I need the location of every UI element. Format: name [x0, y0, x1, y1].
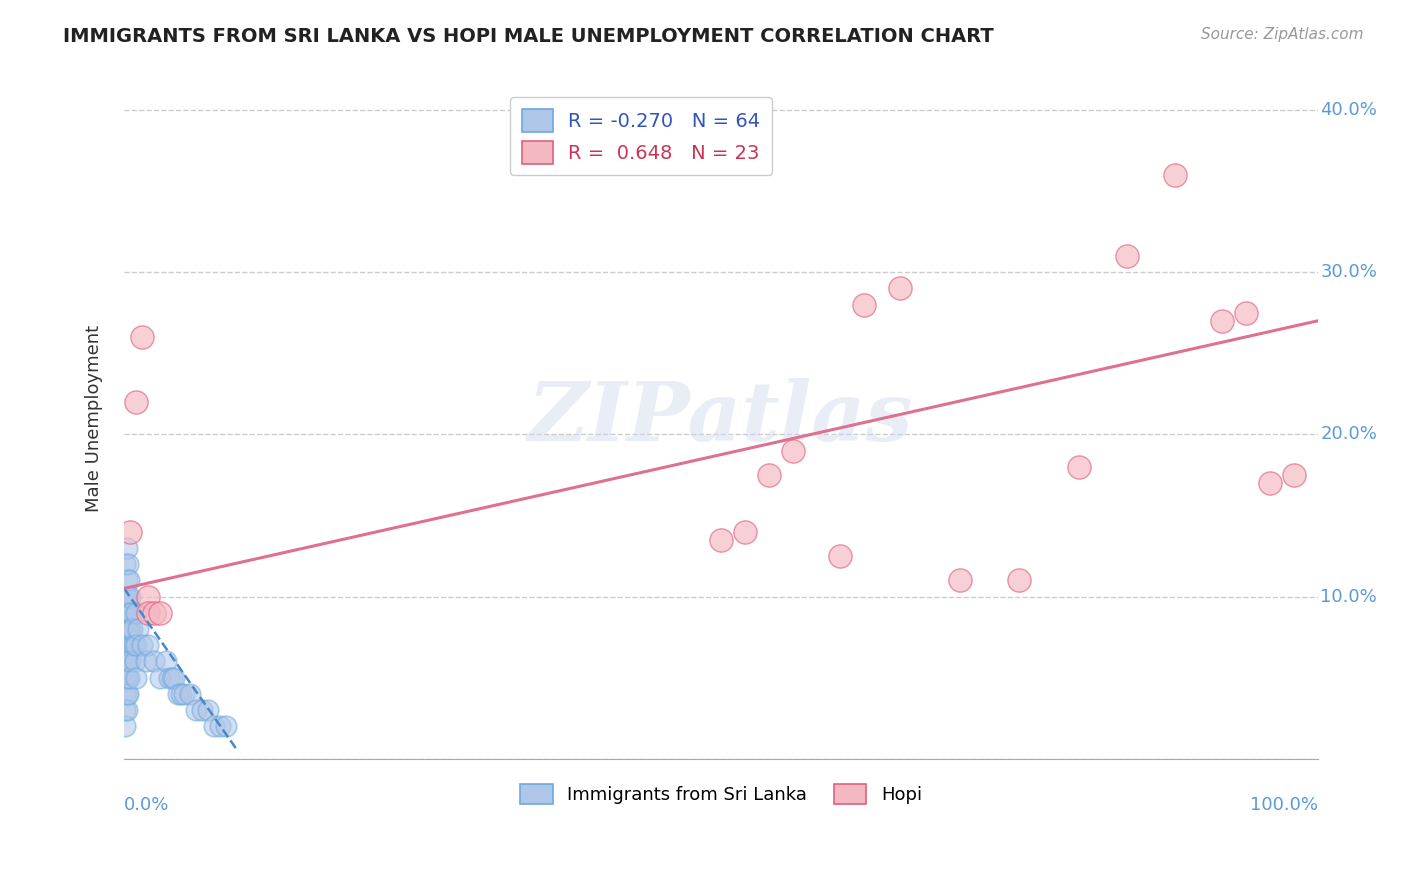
Point — [949, 574, 972, 588]
Point — [1163, 168, 1185, 182]
Point — [125, 606, 148, 620]
Point — [127, 622, 149, 636]
Point — [1115, 249, 1137, 263]
Point — [782, 443, 804, 458]
Y-axis label: Male Unemployment: Male Unemployment — [86, 325, 103, 512]
Point — [120, 524, 142, 539]
Point — [118, 606, 141, 620]
Point — [131, 638, 153, 652]
Point — [173, 687, 195, 701]
Point — [135, 655, 157, 669]
Text: 20.0%: 20.0% — [1320, 425, 1376, 443]
Point — [114, 703, 136, 717]
Legend: Immigrants from Sri Lanka, Hopi: Immigrants from Sri Lanka, Hopi — [513, 777, 929, 811]
Point — [117, 671, 139, 685]
Point — [143, 655, 166, 669]
Point — [208, 719, 231, 733]
Point — [136, 606, 159, 620]
Point — [117, 655, 139, 669]
Point — [121, 622, 143, 636]
Point — [710, 533, 733, 547]
Point — [114, 557, 136, 571]
Point — [830, 549, 852, 563]
Text: 0.0%: 0.0% — [124, 797, 170, 814]
Point — [125, 395, 148, 409]
Point — [118, 638, 141, 652]
Text: ZIPatlas: ZIPatlas — [529, 378, 914, 458]
Point — [120, 622, 142, 636]
Point — [1008, 574, 1031, 588]
Point — [114, 622, 136, 636]
Point — [115, 671, 138, 685]
Text: 30.0%: 30.0% — [1320, 263, 1376, 281]
Point — [115, 638, 138, 652]
Point — [1234, 306, 1257, 320]
Point — [114, 719, 136, 733]
Point — [149, 606, 172, 620]
Point — [160, 671, 183, 685]
Point — [163, 671, 186, 685]
Point — [114, 687, 136, 701]
Point — [197, 703, 219, 717]
Point — [136, 638, 159, 652]
Point — [149, 671, 172, 685]
Point — [120, 655, 142, 669]
Point — [853, 297, 876, 311]
Point — [179, 687, 201, 701]
Text: 10.0%: 10.0% — [1320, 588, 1376, 606]
Point — [117, 687, 139, 701]
Point — [114, 671, 136, 685]
Point — [114, 606, 136, 620]
Point — [120, 606, 142, 620]
Point — [117, 590, 139, 604]
Point — [117, 557, 139, 571]
Point — [202, 719, 225, 733]
Point — [1258, 475, 1281, 490]
Point — [115, 655, 138, 669]
Point — [170, 687, 193, 701]
Point — [143, 606, 166, 620]
Point — [214, 719, 236, 733]
Text: IMMIGRANTS FROM SRI LANKA VS HOPI MALE UNEMPLOYMENT CORRELATION CHART: IMMIGRANTS FROM SRI LANKA VS HOPI MALE U… — [63, 27, 994, 45]
Text: Source: ZipAtlas.com: Source: ZipAtlas.com — [1201, 27, 1364, 42]
Point — [117, 622, 139, 636]
Point — [190, 703, 212, 717]
Point — [115, 590, 138, 604]
Point — [159, 671, 181, 685]
Point — [124, 655, 146, 669]
Point — [115, 574, 138, 588]
Point — [122, 638, 145, 652]
Point — [734, 524, 756, 539]
Point — [889, 281, 911, 295]
Point — [184, 703, 207, 717]
Text: 100.0%: 100.0% — [1250, 797, 1317, 814]
Point — [114, 638, 136, 652]
Point — [115, 703, 138, 717]
Point — [114, 590, 136, 604]
Point — [115, 606, 138, 620]
Point — [155, 655, 177, 669]
Point — [120, 590, 142, 604]
Point — [115, 622, 138, 636]
Point — [114, 655, 136, 669]
Point — [117, 606, 139, 620]
Point — [166, 687, 188, 701]
Point — [136, 590, 159, 604]
Point — [125, 638, 148, 652]
Point — [1211, 314, 1233, 328]
Point — [758, 467, 780, 482]
Point — [118, 574, 141, 588]
Point — [1282, 467, 1305, 482]
Point — [125, 671, 148, 685]
Point — [118, 671, 141, 685]
Point — [115, 687, 138, 701]
Point — [1069, 459, 1091, 474]
Point — [117, 638, 139, 652]
Point — [131, 330, 153, 344]
Point — [115, 541, 138, 555]
Point — [118, 622, 141, 636]
Text: 40.0%: 40.0% — [1320, 101, 1376, 119]
